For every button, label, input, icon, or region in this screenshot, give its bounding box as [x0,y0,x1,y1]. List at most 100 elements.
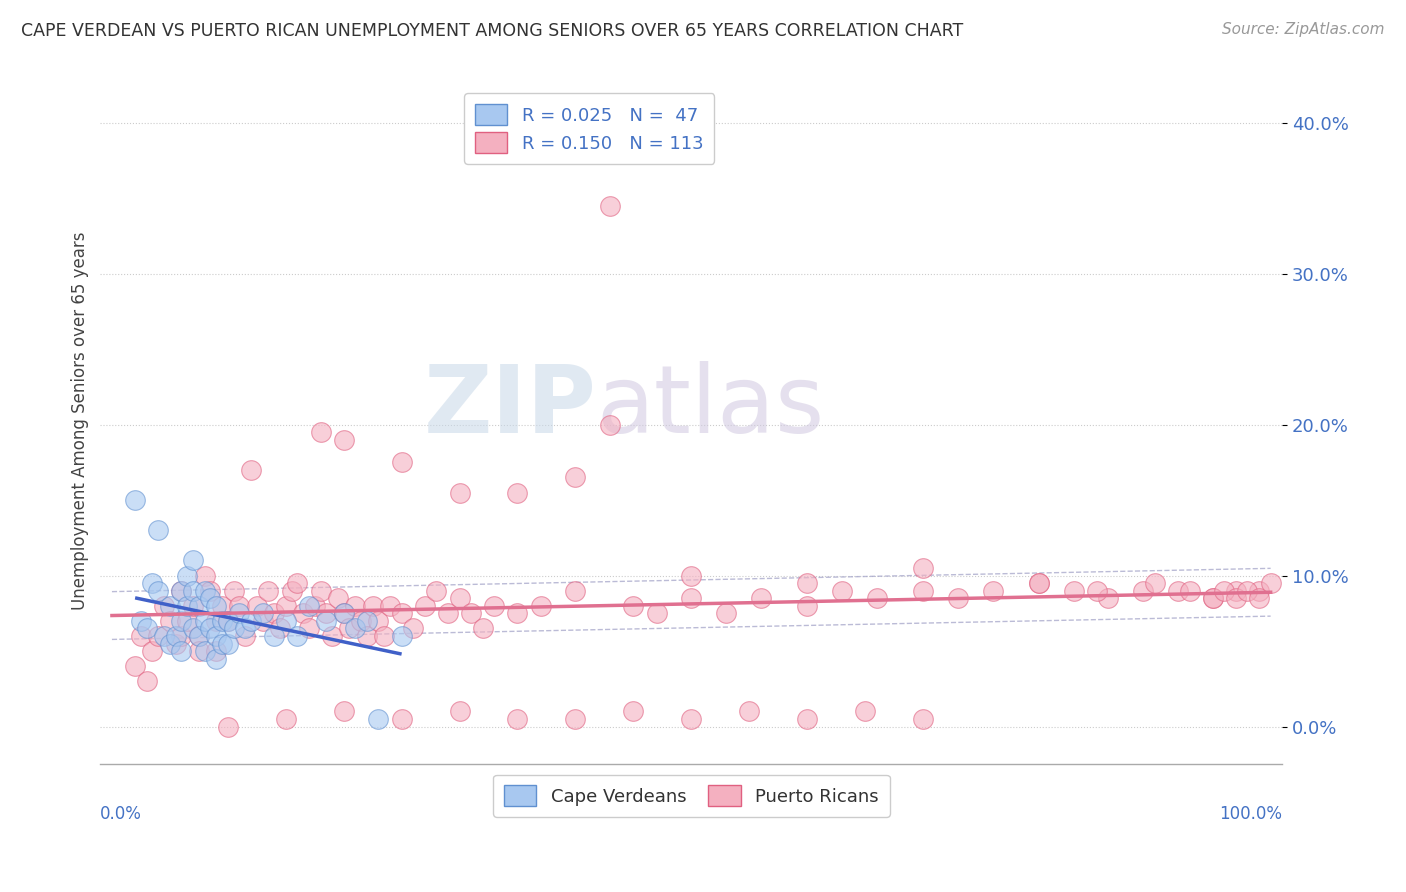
Point [911,561,934,575]
Point [274,599,297,613]
Point [866,591,889,606]
Point [148,583,170,598]
Point [321,629,343,643]
Point [252,614,274,628]
Point [148,524,170,538]
Point [274,712,297,726]
Point [391,629,413,643]
Point [391,455,413,469]
Point [194,583,217,598]
Point [170,629,193,643]
Point [135,621,157,635]
Point [344,599,367,613]
Point [170,644,193,658]
Point [292,607,315,621]
Point [344,621,367,635]
Point [200,621,222,635]
Text: 0.0%: 0.0% [100,805,142,823]
Point [449,591,471,606]
Point [129,614,152,628]
Point [460,607,482,621]
Point [217,614,239,628]
Point [269,621,291,635]
Point [981,583,1004,598]
Point [187,644,209,658]
Point [681,712,703,726]
Point [506,607,529,621]
Point [257,583,280,598]
Point [233,629,256,643]
Point [425,583,447,598]
Point [187,599,209,613]
Point [946,591,969,606]
Point [194,614,217,628]
Point [205,599,228,613]
Point [246,599,269,613]
Point [228,599,250,613]
Point [181,599,204,613]
Point [263,607,285,621]
Point [1247,591,1270,606]
Point [564,712,586,726]
Point [228,607,250,621]
Point [280,583,302,598]
Point [339,621,361,635]
Point [181,621,204,635]
Point [240,614,263,628]
Point [1143,576,1166,591]
Point [205,629,228,643]
Point [356,614,378,628]
Point [413,599,436,613]
Point [373,629,395,643]
Point [1132,583,1154,598]
Point [170,583,193,598]
Point [165,636,187,650]
Point [437,607,460,621]
Point [599,199,621,213]
Point [506,485,529,500]
Point [315,607,337,621]
Point [681,568,703,582]
Text: CAPE VERDEAN VS PUERTO RICAN UNEMPLOYMENT AMONG SENIORS OVER 65 YEARS CORRELATIO: CAPE VERDEAN VS PUERTO RICAN UNEMPLOYMEN… [21,22,963,40]
Point [159,599,181,613]
Point [298,621,321,635]
Point [309,425,332,440]
Point [911,583,934,598]
Point [1167,583,1189,598]
Point [1202,591,1225,606]
Legend: Cape Verdeans, Puerto Ricans: Cape Verdeans, Puerto Ricans [494,774,890,817]
Point [449,485,471,500]
Point [853,705,876,719]
Point [564,470,586,484]
Text: Source: ZipAtlas.com: Source: ZipAtlas.com [1222,22,1385,37]
Point [176,614,198,628]
Point [796,712,818,726]
Point [332,433,354,447]
Point [181,583,204,598]
Point [187,629,209,643]
Point [796,576,818,591]
Point [153,599,176,613]
Text: atlas: atlas [596,361,825,453]
Point [1202,591,1225,606]
Point [645,607,668,621]
Point [1085,583,1108,598]
Point [170,583,193,598]
Point [356,629,378,643]
Point [1213,583,1236,598]
Point [796,599,818,613]
Point [124,659,146,673]
Point [124,493,146,508]
Point [1063,583,1085,598]
Point [200,583,222,598]
Point [181,553,204,567]
Point [1097,591,1119,606]
Point [176,568,198,582]
Point [506,712,529,726]
Point [170,614,193,628]
Point [141,576,163,591]
Point [911,712,934,726]
Point [1028,576,1050,591]
Point [285,629,308,643]
Point [391,607,413,621]
